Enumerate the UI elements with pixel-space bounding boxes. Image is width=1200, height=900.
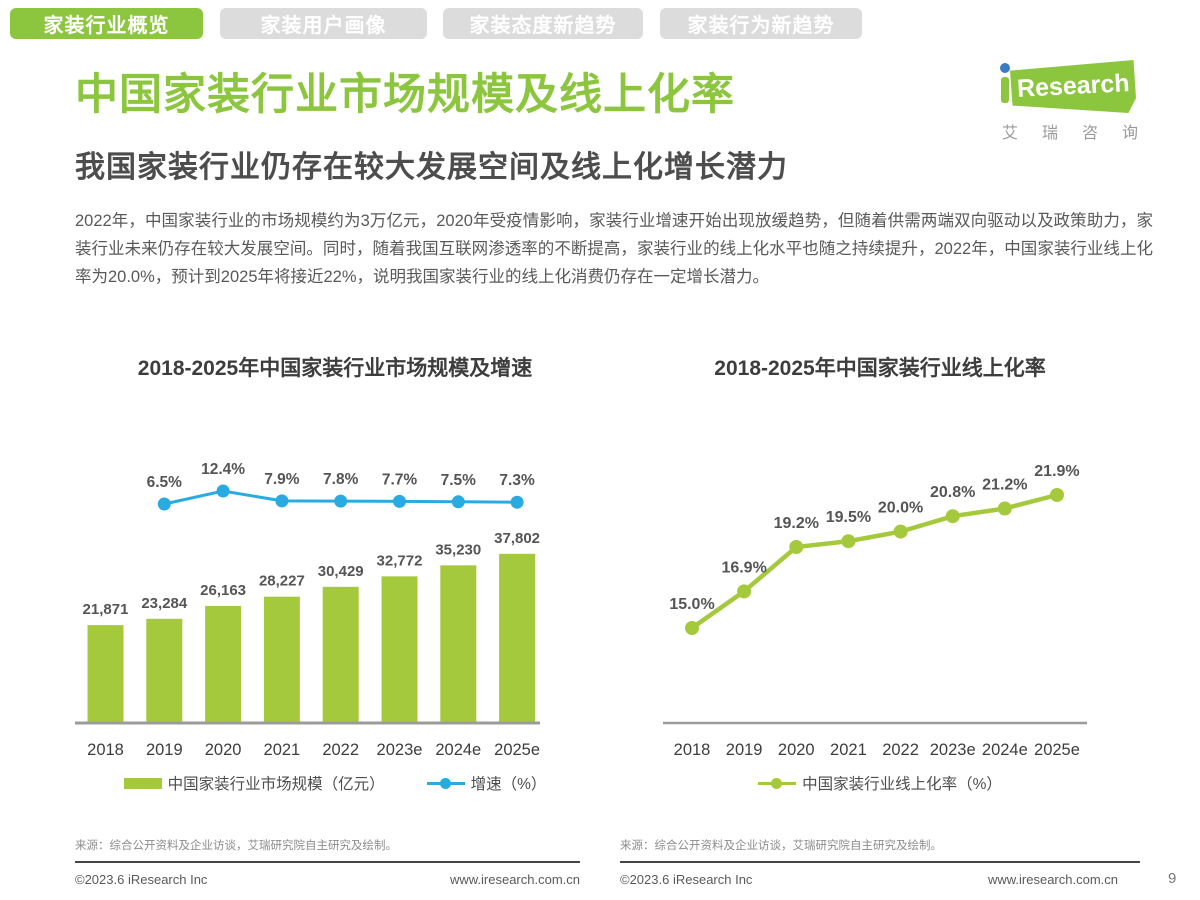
source-note-left: 来源：综合公开资料及企业访谈，艾瑞研究院自主研究及绘制。 (75, 840, 397, 852)
right-chart-title: 2018-2025年中国家装行业线上化率 (714, 357, 1046, 380)
svg-text:2023e: 2023e (377, 741, 423, 759)
legend-item-market-size: 中国家装行业市场规模（亿元） (123, 772, 385, 794)
svg-text:2019: 2019 (726, 741, 763, 759)
left-chart-title: 2018-2025年中国家装行业市场规模及增速 (137, 357, 533, 380)
right-chart-legend: 中国家装行业线上化率（%） (620, 772, 1140, 794)
website-link-right[interactable]: www.iresearch.com.cn (987, 872, 1118, 887)
svg-text:2024e: 2024e (435, 741, 481, 759)
footer-rule-left (75, 861, 580, 863)
svg-text:2021: 2021 (830, 741, 867, 759)
logo-i-stem-icon (1001, 77, 1009, 103)
legend-label: 中国家装行业市场规模（亿元） (167, 776, 385, 793)
legend-item-growth: 增速（%） (426, 772, 547, 794)
left-chart-legend: 中国家装行业市场规模（亿元） 增速（%） (75, 772, 595, 794)
bar-swatch-icon (123, 777, 162, 789)
tab-user-profile[interactable]: 家装用户画像 (220, 8, 427, 39)
svg-text:2018: 2018 (674, 741, 711, 759)
svg-text:16.9%: 16.9% (721, 559, 766, 576)
logo-wordmark: Research (1016, 69, 1130, 103)
footer-rule-right (620, 861, 1140, 863)
svg-text:2022: 2022 (322, 741, 359, 759)
tab-attitude-trends[interactable]: 家装态度新趋势 (443, 8, 643, 39)
svg-text:37,802: 37,802 (494, 530, 540, 547)
intro-paragraph: 2022年，中国家装行业的市场规模约为3万亿元，2020年受疫情影响，家装行业增… (75, 212, 1153, 286)
svg-text:2021: 2021 (264, 741, 301, 759)
svg-text:7.5%: 7.5% (441, 472, 477, 489)
tab-behavior-trends[interactable]: 家装行为新趋势 (660, 8, 862, 39)
line-swatch-icon (758, 777, 797, 789)
iresearch-logo: Research 艾瑞咨询 (993, 57, 1153, 142)
page-title: 中国家装行业市场规模及线上化率 (75, 71, 735, 119)
svg-text:2025e: 2025e (1034, 741, 1080, 759)
svg-text:21.2%: 21.2% (982, 476, 1027, 493)
tab-label: 家装行为新趋势 (687, 15, 835, 37)
svg-text:2025e: 2025e (494, 741, 540, 759)
logo-chinese-name: 艾瑞咨询 (1002, 125, 1163, 142)
svg-text:2018: 2018 (87, 741, 124, 759)
line-swatch-icon (426, 777, 465, 789)
copyright-left: ©2023.6 iResearch Inc (75, 872, 208, 887)
website-link-left[interactable]: www.iresearch.com.cn (449, 872, 580, 887)
svg-text:7.9%: 7.9% (264, 471, 300, 488)
legend-item-online-rate: 中国家装行业线上化率（%） (758, 772, 1002, 794)
svg-text:2020: 2020 (205, 741, 242, 759)
svg-text:7.7%: 7.7% (382, 471, 418, 488)
page-number: 9 (1168, 870, 1177, 887)
svg-text:28,227: 28,227 (259, 573, 305, 590)
logo-i-dot-icon (1000, 63, 1010, 73)
svg-text:21.9%: 21.9% (1034, 463, 1079, 480)
svg-text:2022: 2022 (882, 741, 919, 759)
copyright-right: ©2023.6 iResearch Inc (620, 872, 753, 887)
source-note-right: 来源：综合公开资料及企业访谈，艾瑞研究院自主研究及绘制。 (620, 840, 942, 852)
svg-text:23,284: 23,284 (141, 595, 188, 612)
svg-text:30,429: 30,429 (318, 563, 364, 580)
legend-label: 增速（%） (470, 776, 547, 793)
svg-text:19.2%: 19.2% (774, 515, 819, 532)
tab-industry-overview[interactable]: 家装行业概览 (10, 8, 203, 39)
logo-flag: Research (1010, 60, 1136, 113)
svg-text:15.0%: 15.0% (669, 596, 714, 613)
svg-text:32,772: 32,772 (377, 552, 423, 569)
svg-text:2019: 2019 (146, 741, 183, 759)
svg-text:35,230: 35,230 (435, 541, 481, 558)
svg-text:20.8%: 20.8% (930, 484, 975, 501)
svg-text:2020: 2020 (778, 741, 815, 759)
online-rate-chart: 15.0% 16.9% 19.2% 19.5% 20.0% 20.8% 21.2% 21.9%… (663, 463, 1087, 759)
page-subtitle: 我国家装行业仍存在较大发展空间及线上化增长潜力 (75, 151, 788, 184)
svg-text:7.3%: 7.3% (499, 472, 535, 489)
svg-text:21,871: 21,871 (83, 601, 129, 618)
tab-label: 家装用户画像 (260, 15, 387, 37)
svg-text:6.5%: 6.5% (147, 474, 183, 491)
market-size-growth-chart: 21,871 23,284 26,163 28,227 30,429 32,772 35,2… (75, 461, 540, 759)
svg-text:20.0%: 20.0% (878, 500, 923, 517)
svg-text:7.8%: 7.8% (323, 471, 359, 488)
svg-text:26,163: 26,163 (200, 582, 246, 599)
svg-text:19.5%: 19.5% (826, 509, 871, 526)
tab-label: 家装行业概览 (43, 15, 170, 37)
legend-label: 中国家装行业线上化率（%） (802, 776, 1002, 793)
svg-text:2024e: 2024e (982, 741, 1028, 759)
svg-text:12.4%: 12.4% (201, 461, 245, 478)
tab-label: 家装态度新趋势 (469, 15, 617, 37)
svg-text:2023e: 2023e (930, 741, 976, 759)
